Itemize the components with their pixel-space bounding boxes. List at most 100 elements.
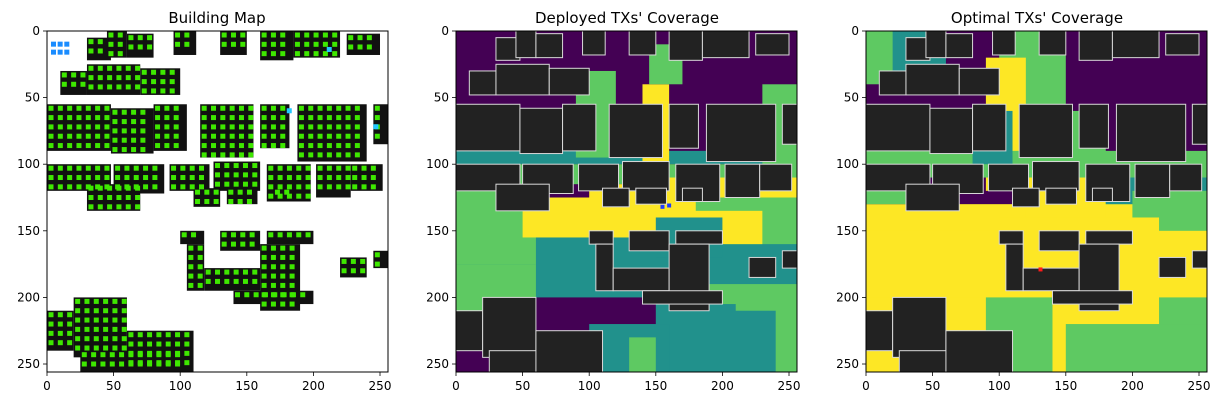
grid-markers	[48, 32, 380, 367]
grid-marker	[308, 124, 314, 130]
grid-marker	[229, 124, 235, 130]
grid-marker	[277, 165, 283, 171]
grid-marker	[280, 32, 286, 38]
grid-marker	[107, 75, 113, 81]
grid-marker	[67, 133, 73, 139]
grid-marker	[85, 133, 91, 139]
grid-marker	[238, 105, 244, 111]
deployed-coverage-panel: Deployed TXs' Coverage 0 50 100 150 200 25005…	[426, 9, 800, 393]
building-block	[578, 163, 620, 192]
grid-marker	[313, 41, 319, 47]
grid-marker	[93, 298, 99, 304]
building-block	[1038, 31, 1067, 56]
building-block	[1091, 187, 1113, 202]
grid-marker	[199, 165, 205, 171]
grid-marker	[238, 124, 244, 130]
grid-marker	[141, 88, 147, 94]
grid-marker	[93, 345, 99, 351]
grid-marker	[270, 41, 276, 47]
grid-marker	[137, 44, 143, 50]
grid-marker	[354, 152, 360, 158]
grid-marker	[121, 345, 127, 351]
grid-marker	[345, 184, 351, 190]
grid-marker	[57, 184, 63, 190]
grid-marker	[64, 41, 70, 47]
grid-marker	[270, 124, 276, 130]
grid-marker	[224, 278, 230, 284]
grid-marker	[345, 165, 351, 171]
building-footprints	[866, 31, 1207, 372]
building-block	[193, 188, 221, 207]
building-block	[86, 64, 141, 95]
grid-marker	[171, 165, 177, 171]
grid-marker	[164, 143, 170, 149]
grid-marker	[313, 51, 319, 57]
grid-marker	[57, 143, 63, 149]
grid-marker	[229, 105, 235, 111]
grid-marker	[221, 41, 227, 47]
x-tick-label: 200	[302, 379, 325, 393]
building-block	[495, 63, 550, 96]
grid-marker	[248, 124, 254, 130]
grid-marker	[286, 232, 292, 238]
grid-marker	[57, 175, 63, 181]
y-tick-label: 0	[441, 24, 449, 38]
grid-marker	[143, 175, 149, 181]
grid-marker	[270, 105, 276, 111]
optimal-coverage-image	[866, 31, 1207, 372]
grid-marker	[296, 165, 302, 171]
grid-marker	[261, 133, 267, 139]
grid-marker	[201, 143, 207, 149]
grid-marker	[360, 268, 366, 274]
x-tick-label: 0	[43, 379, 51, 393]
grid-marker	[361, 165, 367, 171]
grid-marker	[112, 128, 118, 134]
grid-marker	[261, 143, 267, 149]
grid-marker	[128, 35, 134, 41]
grid-marker	[48, 175, 54, 181]
grid-marker	[238, 152, 244, 158]
grid-marker	[211, 143, 217, 149]
grid-marker	[280, 51, 286, 57]
grid-marker	[57, 124, 63, 130]
grid-marker	[115, 165, 121, 171]
grid-marker	[143, 165, 149, 171]
building-block	[588, 230, 614, 245]
grid-marker	[308, 105, 314, 111]
grid-marker	[261, 124, 267, 130]
grid-marker	[345, 124, 351, 130]
building-block	[945, 33, 974, 59]
grid-marker	[140, 119, 146, 125]
building-block	[748, 256, 777, 278]
grid-marker	[352, 165, 358, 171]
grid-marker	[220, 143, 226, 149]
grid-marker	[298, 143, 304, 149]
grid-marker	[304, 51, 310, 57]
grid-marker	[229, 115, 235, 121]
grid-marker	[345, 143, 351, 149]
grid-marker	[76, 175, 82, 181]
grid-marker	[286, 184, 292, 190]
grid-marker	[104, 105, 110, 111]
grid-marker	[233, 181, 239, 187]
grid-marker	[270, 264, 276, 270]
grid-marker	[350, 268, 356, 274]
grid-marker	[317, 143, 323, 149]
building-block	[929, 107, 974, 155]
grid-marker	[164, 124, 170, 130]
grid-marker	[151, 79, 157, 85]
building-block	[608, 103, 663, 159]
grid-marker	[112, 308, 118, 314]
grid-marker	[97, 84, 103, 90]
grid-marker	[125, 84, 131, 90]
grid-marker	[85, 175, 91, 181]
grid-marker	[169, 79, 175, 85]
grid-marker	[152, 184, 158, 190]
grid-marker	[238, 115, 244, 121]
grid-marker	[67, 321, 73, 327]
grid-marker	[48, 105, 54, 111]
building-block	[1022, 267, 1080, 292]
grid-marker	[76, 133, 82, 139]
y-tick-label: 50	[25, 91, 40, 105]
